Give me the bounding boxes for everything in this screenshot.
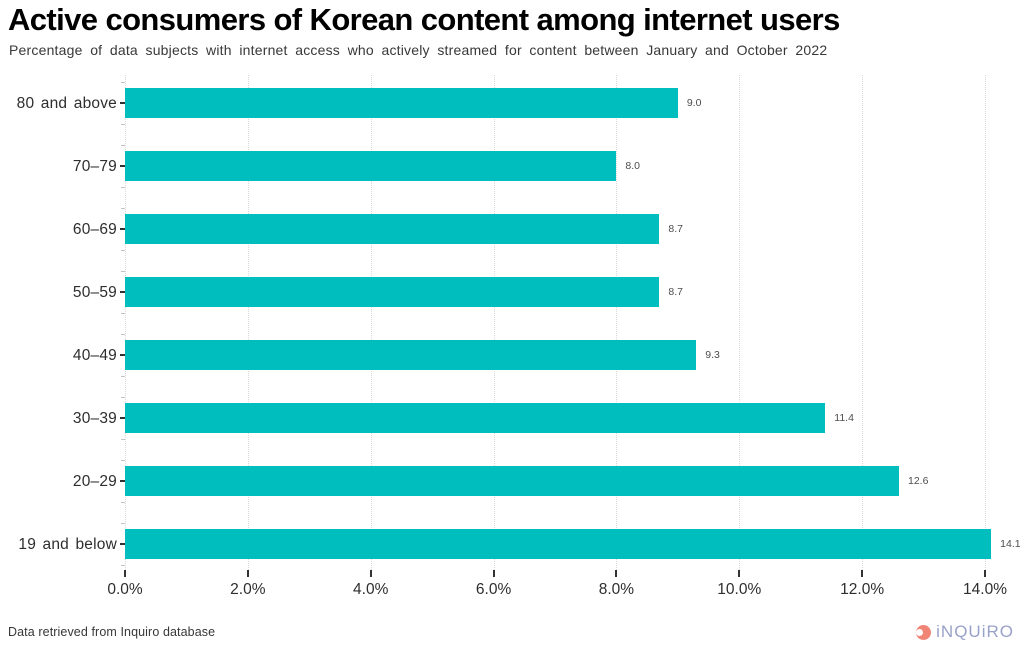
bar-row: 8.0 70–79: [73, 135, 985, 198]
y-axis-minor-tick: [121, 396, 125, 398]
x-axis-tick: [615, 570, 618, 577]
y-axis-tick: [120, 102, 125, 104]
y-axis-tick: [120, 480, 125, 482]
x-axis-tick-label: 4.0%: [353, 581, 389, 598]
x-axis-tick-label: 14.0%: [963, 581, 1007, 598]
inquiro-logo-icon: [916, 624, 932, 640]
gridline: [739, 75, 741, 570]
y-axis-tick: [120, 228, 125, 230]
bar-row: 9.3 40–49: [73, 324, 985, 387]
gridline: [862, 75, 864, 570]
y-axis-tick: [120, 543, 125, 545]
category-label: 80 and above: [16, 95, 117, 112]
bar-row: 9.0 80 and above: [17, 72, 985, 135]
y-axis-minor-tick: [121, 270, 125, 272]
y-axis-tick: [120, 417, 125, 419]
y-axis-minor-tick: [121, 207, 125, 209]
bar: [125, 214, 660, 244]
category-label: 70–79: [72, 158, 117, 175]
bar: [125, 340, 697, 370]
gridline: [370, 75, 372, 570]
chart-subtitle: Percentage of data subjects with interne…: [9, 42, 828, 58]
source-note: Data retrieved from Inquiro database: [8, 625, 216, 639]
bar-value-label: 8.7: [668, 286, 684, 298]
bar-row: 8.7 50–59: [73, 261, 985, 324]
category-label: 40–49: [72, 347, 117, 364]
y-axis-minor-tick: [121, 186, 125, 188]
y-axis-minor-tick: [121, 81, 125, 83]
y-axis-tick: [120, 165, 125, 167]
chart-footer: Data retrieved from Inquiro database iNQ…: [8, 620, 1014, 644]
bar-row: 12.6 20–29: [73, 450, 985, 513]
category-label: 19 and below: [18, 536, 117, 553]
bar-value-label: 9.3: [705, 349, 720, 361]
y-axis-minor-tick: [121, 333, 125, 335]
gridline: [616, 75, 618, 570]
category-label: 50–59: [72, 284, 117, 301]
y-axis-tick: [120, 291, 125, 293]
gridline: [985, 75, 986, 570]
y-axis-minor-tick: [121, 438, 125, 440]
bar: [125, 277, 660, 307]
x-axis-tick-label: 2.0%: [230, 581, 266, 598]
y-axis-tick: [120, 354, 125, 356]
bar: [125, 151, 617, 181]
bar-value-label: 8.0: [625, 160, 641, 172]
category-label: 30–39: [72, 410, 117, 427]
gridline: [125, 75, 126, 570]
y-axis-minor-tick: [121, 144, 125, 146]
x-axis-tick: [369, 570, 372, 577]
y-axis-minor-tick: [121, 459, 125, 461]
x-axis-tick: [738, 570, 741, 577]
bar-value-label: 11.4: [834, 412, 854, 424]
gridline: [493, 75, 495, 570]
bar-row: 14.1 19 and below: [18, 513, 1021, 576]
gridline: [247, 75, 249, 570]
bar: [125, 466, 899, 496]
bar-value-label: 8.7: [668, 223, 684, 235]
bar: [125, 403, 826, 433]
bar-value-label: 12.6: [908, 475, 929, 487]
category-label: 60–69: [72, 221, 117, 238]
x-axis-tick-label: 12.0%: [840, 581, 885, 598]
y-axis-minor-tick: [121, 123, 125, 125]
y-axis-minor-tick: [121, 564, 125, 566]
bar-row: 11.4 30–39: [73, 387, 985, 450]
y-axis-minor-tick: [121, 522, 125, 524]
x-axis-tick-label: 6.0%: [475, 581, 512, 598]
y-axis-minor-tick: [121, 312, 125, 314]
x-axis-tick: [492, 570, 495, 577]
bar-value-label: 9.0: [686, 97, 702, 109]
x-axis-tick: [861, 570, 864, 577]
chart-title: Active consumers of Korean content among…: [8, 2, 840, 37]
y-axis-minor-tick: [121, 501, 125, 503]
inquiro-logo-text: iNQUiRO: [936, 622, 1014, 641]
x-axis-tick: [246, 570, 249, 577]
category-label: 20–29: [72, 473, 117, 490]
bar-row: 8.7 60–69: [73, 198, 985, 261]
bar: [125, 88, 678, 118]
x-axis-tick: [984, 570, 986, 577]
bar: [125, 529, 992, 559]
x-axis-tick-label: 8.0%: [598, 581, 635, 598]
plot-area: 0.0% 2.0% 4.0% 6.0% 8.0% 10.0% 12.0% 14.0% 9.0 80…: [17, 72, 1021, 598]
x-axis-tick: [124, 570, 126, 577]
x-axis-tick-label: 0.0%: [107, 581, 143, 598]
x-axis-tick-label: 10.0%: [717, 581, 762, 598]
inquiro-logo: iNQUiRO: [916, 622, 1014, 642]
y-axis-minor-tick: [121, 249, 125, 251]
y-axis-minor-tick: [121, 375, 125, 377]
bar-value-label: 14.1: [1000, 538, 1021, 550]
